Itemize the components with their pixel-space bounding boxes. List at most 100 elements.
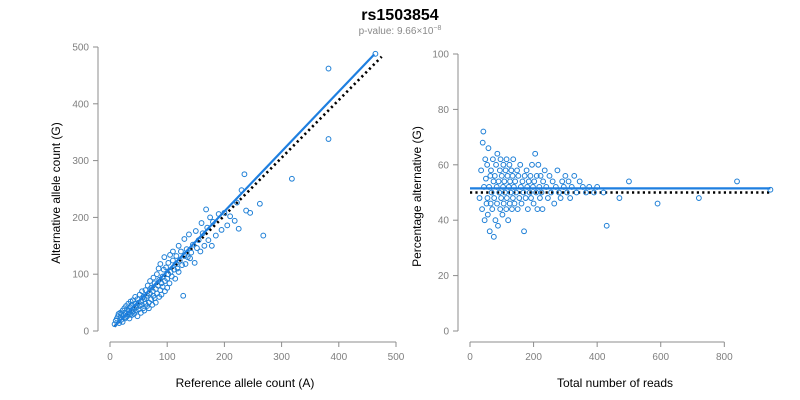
chart1-data-point [175, 242, 182, 249]
chart2-data-point [537, 172, 544, 179]
chart1-data-point [172, 275, 179, 282]
chart2-data-point [492, 217, 499, 224]
chart2-data-point [591, 189, 597, 196]
chart1-data-point [170, 257, 176, 264]
chart1-data-point [163, 264, 169, 271]
chart2-data-point [531, 178, 538, 185]
chart2-data-point [544, 195, 551, 201]
chart1-x-tick-label: 500 [388, 352, 405, 363]
chart1-data-point [231, 217, 238, 224]
chart2-data-point [491, 195, 498, 201]
chart1-data-point [372, 50, 379, 57]
chart1-data-point [256, 200, 263, 207]
chart2-data-point [483, 200, 490, 207]
scatter-panel-allele-counts: 0 100 200 300 400 500 0 100 200 300 400 500 Referenc… [49, 43, 405, 391]
chart2-data-point [546, 172, 553, 179]
chart2-data-point [514, 206, 521, 213]
chart2-data-point [534, 206, 541, 213]
chart1-reference-line [113, 55, 383, 328]
chart2-data-point [549, 178, 556, 185]
chart1-data-point [208, 242, 215, 249]
chart1-x-tick-label: 0 [107, 352, 113, 363]
chart1-data-point [203, 206, 209, 213]
chart2-data-point [499, 211, 506, 218]
chart2-y-axis-label: Percentage alternative (G) [410, 126, 424, 267]
chart1-y-axis-label: Alternative allele count (G) [49, 122, 63, 263]
chart2-data-point [521, 172, 528, 179]
chart2-y-tick-label: 80 [438, 105, 450, 116]
chart2-data-point [484, 161, 491, 168]
chart2-y-tick-label: 0 [443, 327, 449, 338]
chart2-x-tick-label: 600 [652, 352, 669, 363]
chart1-data-point [205, 237, 212, 244]
chart1-data-point [325, 65, 332, 72]
chart2-data-point [484, 211, 491, 218]
chart2-data-point [480, 128, 487, 135]
chart2-data-point [514, 167, 520, 174]
chart1-data-point [188, 249, 195, 256]
chart2-data-point [520, 189, 527, 196]
chart2-data-point [533, 172, 540, 179]
chart2-data-point [535, 161, 542, 168]
chart1-data-point [165, 259, 172, 266]
chart1-data-point [139, 301, 145, 308]
chart2-data-point [734, 178, 740, 185]
chart2-x-tick-label: 400 [589, 352, 606, 363]
chart2-data-point [512, 178, 519, 185]
chart2-data-point [486, 228, 493, 235]
chart2-data-point [493, 161, 499, 168]
chart1-data-point [235, 225, 242, 232]
chart2-data-point [482, 175, 489, 182]
chart2-data-point [541, 167, 548, 174]
chart2-data-point [495, 178, 502, 185]
chart2-data-point [503, 156, 510, 163]
chart2-data-point [481, 217, 488, 224]
chart2-y-tick-label: 100 [432, 50, 449, 61]
chart2-data-point [519, 178, 526, 185]
chart1-data-point [164, 284, 171, 291]
chart1-data-point [150, 274, 157, 281]
chart2-data-point [478, 167, 485, 174]
chart2-data-point [506, 200, 513, 207]
chart2-data-point [551, 200, 558, 207]
chart2-data-point [521, 228, 527, 235]
chart2-data-point [564, 189, 570, 196]
chart2-data-point [518, 200, 525, 207]
chart2-data-point [498, 172, 505, 179]
chart1-x-tick-label: 300 [273, 352, 290, 363]
chart2-data-point [496, 167, 503, 174]
chart2-data-point [523, 167, 530, 174]
chart1-data-point [179, 262, 185, 269]
chart1-data-point [161, 254, 168, 261]
chart1-data-point [260, 232, 267, 239]
chart2-data-point [616, 195, 623, 201]
chart1-data-point [173, 253, 180, 259]
chart2-x-tick-label: 200 [525, 352, 542, 363]
chart1-data-point [145, 305, 152, 312]
chart2-data-point [533, 189, 540, 196]
chart1-data-point [134, 313, 141, 320]
chart1-data-point [224, 222, 231, 229]
chart2-data-point [583, 189, 589, 196]
chart2-data-point [500, 200, 507, 207]
chart2-data-point [557, 195, 564, 201]
chart2-data-point [576, 178, 583, 185]
chart2-data-point [505, 217, 512, 224]
chart2-data-point [495, 222, 501, 229]
chart2-data-point [565, 178, 572, 185]
chart2-data-point [506, 161, 513, 168]
chart2-data-point [498, 195, 505, 201]
chart2-data-point [530, 200, 537, 207]
chart2-data-point [510, 195, 516, 201]
chart2-data-point [522, 195, 529, 201]
chart1-data-point [207, 214, 214, 221]
chart1-y-tick-label: 400 [72, 99, 89, 110]
chart2-data-point [559, 178, 566, 185]
chart1-data-point [147, 278, 153, 284]
chart2-data-point [548, 189, 554, 196]
chart2-data-point [490, 178, 497, 185]
chart2-data-point [489, 156, 496, 163]
chart2-data-point [526, 189, 533, 196]
chart2-data-point [482, 156, 489, 163]
